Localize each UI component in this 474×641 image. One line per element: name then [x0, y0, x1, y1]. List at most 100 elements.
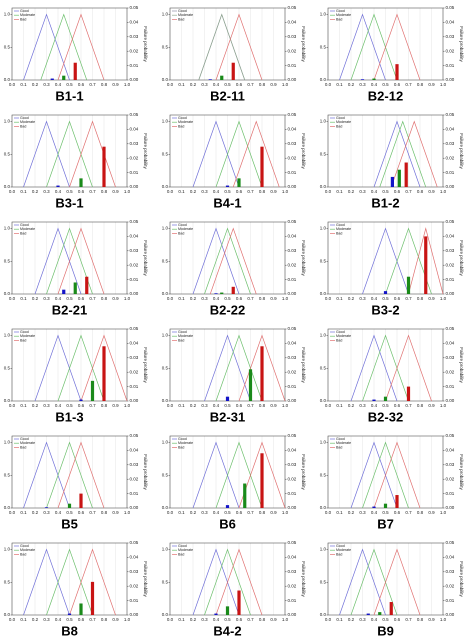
y-tick-label: 0.5	[162, 44, 169, 49]
bar	[237, 178, 241, 187]
membership-line	[57, 334, 105, 402]
y2-tick-label: 0.03	[288, 355, 297, 360]
x-tick-label: 1.0	[282, 510, 289, 515]
x-tick-label: 1.0	[282, 403, 289, 408]
membership-line	[238, 441, 286, 509]
x-tick-label: 0.9	[428, 189, 435, 194]
legend-label: Moderate	[20, 441, 35, 445]
y-tick-label: 0.0	[162, 291, 169, 296]
x-tick-label: 0.7	[89, 403, 96, 408]
y2-tick-label: 0.03	[288, 141, 297, 146]
y2-tick-label: 0.05	[446, 326, 455, 331]
bar	[237, 590, 241, 615]
legend-label: Good	[178, 437, 187, 441]
y2-tick-label: 0.00	[446, 77, 455, 82]
x-tick-label: 0.2	[32, 189, 39, 194]
y2-axis-label: Failure probability	[301, 240, 306, 276]
y2-axis-label: Failure probability	[143, 561, 148, 597]
membership-line	[204, 227, 251, 295]
bar	[383, 291, 388, 294]
x-tick-label: 0.0	[9, 617, 16, 622]
y2-tick-label: 0.02	[446, 155, 455, 160]
x-tick-label: 0.2	[348, 296, 355, 301]
membership-line	[408, 227, 444, 295]
x-tick-label: 0.7	[405, 296, 412, 301]
legend-label: Good	[336, 330, 345, 334]
x-tick-label: 0.4	[55, 617, 62, 622]
chart-title: B2-22	[210, 302, 245, 317]
x-tick-label: 0.5	[382, 189, 389, 194]
x-tick-label: 0.3	[201, 403, 208, 408]
y2-tick-label: 0.04	[288, 127, 297, 132]
x-tick-label: 0.7	[89, 82, 96, 87]
x-tick-label: 0.0	[325, 510, 332, 515]
y2-tick-label: 0.04	[288, 20, 297, 25]
y2-axis-label: Failure probability	[301, 347, 306, 383]
legend-label: Moderate	[178, 120, 193, 124]
x-tick-label: 1.0	[124, 617, 131, 622]
y2-tick-label: 0.05	[130, 112, 139, 117]
x-tick-label: 0.4	[55, 82, 62, 87]
x-tick-label: 0.3	[359, 617, 366, 622]
y2-tick-label: 0.02	[288, 583, 297, 588]
x-tick-label: 0.4	[213, 510, 220, 515]
x-tick-label: 0.7	[89, 296, 96, 301]
x-tick-label: 0.3	[43, 510, 50, 515]
x-tick-label: 0.1	[178, 617, 185, 622]
x-tick-label: 0.0	[167, 189, 174, 194]
x-tick-label: 0.3	[43, 82, 50, 87]
y-tick-label: 1.0	[320, 119, 327, 124]
bar	[208, 79, 212, 80]
y2-tick-label: 0.04	[446, 448, 455, 453]
chart-title: B1-3	[55, 409, 83, 424]
y-tick-label: 0.5	[162, 472, 169, 477]
x-tick-label: 0.2	[32, 510, 39, 515]
y2-axis-label: Failure probability	[143, 347, 148, 383]
x-tick-label: 0.6	[236, 296, 243, 301]
x-tick-label: 0.8	[259, 510, 266, 515]
bar	[79, 178, 83, 187]
x-tick-label: 0.3	[201, 617, 208, 622]
bar	[360, 79, 365, 80]
chart-title: B6	[219, 516, 236, 531]
y2-tick-label: 0.03	[288, 248, 297, 253]
x-tick-label: 0.7	[405, 189, 412, 194]
membership-line	[23, 548, 70, 616]
x-tick-label: 0.0	[167, 403, 174, 408]
legend-label: Moderate	[178, 334, 193, 338]
bar	[390, 176, 394, 187]
y2-tick-label: 0.05	[288, 112, 297, 117]
y2-tick-label: 0.04	[446, 20, 455, 25]
x-tick-label: 0.1	[178, 82, 185, 87]
membership-line	[46, 227, 93, 295]
membership-line	[57, 227, 105, 295]
membership-line	[350, 548, 398, 616]
y2-tick-label: 0.00	[288, 184, 297, 189]
y-tick-label: 0.0	[4, 77, 11, 82]
x-tick-label: 0.0	[9, 510, 16, 515]
x-tick-label: 0.5	[224, 82, 231, 87]
x-tick-label: 0.0	[325, 189, 332, 194]
x-tick-label: 1.0	[124, 403, 131, 408]
x-tick-label: 0.8	[417, 510, 424, 515]
membership-line	[69, 548, 116, 616]
membership-line	[215, 548, 263, 616]
y2-tick-label: 0.00	[130, 505, 139, 510]
x-tick-label: 0.0	[167, 617, 174, 622]
bar	[395, 495, 399, 508]
legend-label: Bad	[20, 124, 26, 128]
x-tick-label: 0.9	[270, 189, 277, 194]
x-tick-label: 1.0	[124, 296, 131, 301]
x-tick-label: 0.2	[32, 296, 39, 301]
x-tick-label: 0.8	[417, 403, 424, 408]
legend-label: Bad	[336, 17, 342, 21]
membership-line	[339, 13, 386, 81]
y-tick-label: 0.5	[4, 472, 11, 477]
x-tick-label: 0.4	[213, 189, 220, 194]
y2-tick-label: 0.01	[130, 170, 139, 175]
y-tick-label: 0.0	[162, 398, 169, 403]
x-tick-label: 0.9	[112, 189, 119, 194]
y2-tick-label: 0.05	[130, 433, 139, 438]
x-tick-label: 0.9	[428, 403, 435, 408]
y2-tick-label: 0.05	[130, 540, 139, 545]
